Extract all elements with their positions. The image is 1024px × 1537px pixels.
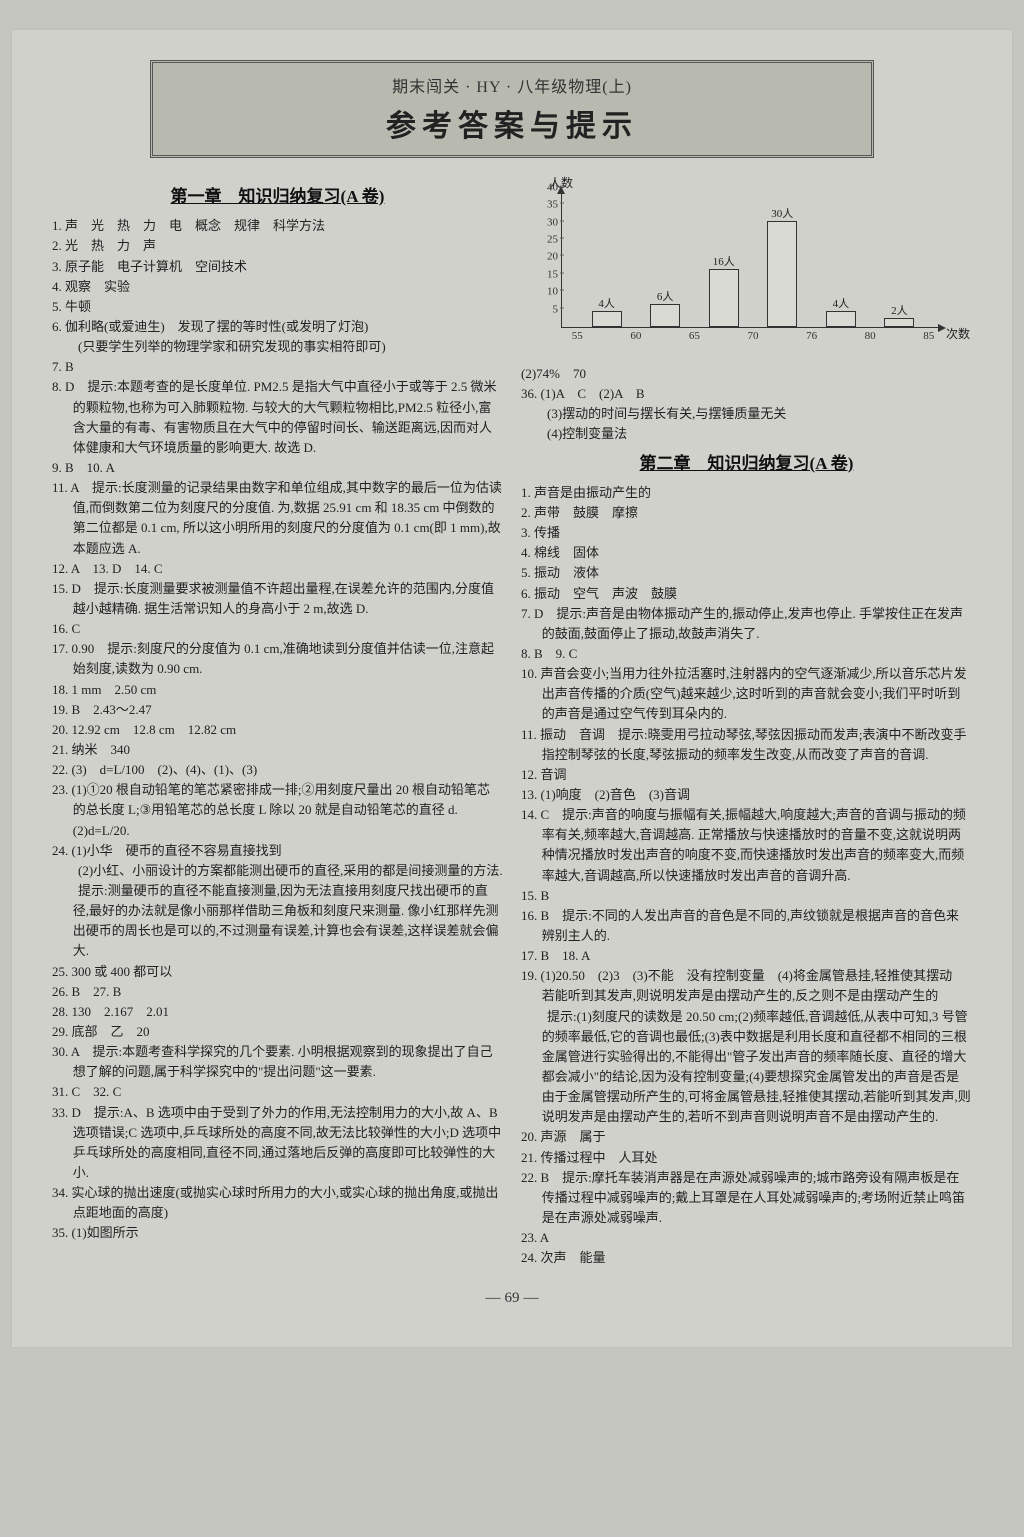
chart-bar-label: 6人	[657, 289, 674, 306]
chart-xtick: 76	[797, 328, 827, 345]
answer-item: 6. 伽利略(或爱迪生) 发现了摆的等时性(或发明了灯泡)	[52, 317, 503, 337]
answer-item: 28. 130 2.167 2.01	[52, 1002, 503, 1022]
answer-item: 17. B 18. A	[521, 946, 972, 966]
chart-xtick: 85	[914, 328, 944, 345]
left-column: 第一章 知识归纳复习(A 卷) 1. 声 光 热 力 电 概念 规律 科学方法 …	[52, 178, 503, 1268]
chart-xtick: 65	[679, 328, 709, 345]
answer-item: 21. 纳米 340	[52, 740, 503, 760]
chart-ytick: 30	[536, 214, 558, 231]
answer-item: 12. 音调	[521, 765, 972, 785]
answer-item: 15. B	[521, 886, 972, 906]
answer-item: 5. 振动 液体	[521, 563, 972, 583]
answer-item: 19. (1)20.50 (2)3 (3)不能 没有控制变量 (4)将金属管悬挂…	[521, 966, 972, 1006]
chart-bar-label: 30人	[771, 206, 793, 223]
answer-item: 16. B 提示:不同的人发出声音的音色是不同的,声纹锁就是根据声音的音色来辨别…	[521, 906, 972, 946]
answer-note: (4)控制变量法	[521, 424, 972, 444]
answer-item: 30. A 提示:本题考查科学探究的几个要素. 小明根据观察到的现象提出了自己想…	[52, 1042, 503, 1082]
answer-item: 22. B 提示:摩托车装消声器是在声源处减弱噪声的;城市路旁设有隔声板是在传播…	[521, 1168, 972, 1228]
chart-ytick: 25	[536, 232, 558, 249]
chapter1-title: 第一章 知识归纳复习(A 卷)	[52, 184, 503, 210]
chart-x-label: 次数	[946, 325, 970, 344]
answer-item: 6. 振动 空气 声波 鼓膜	[521, 584, 972, 604]
answer-item: 23. (1)①20 根自动铅笔的笔芯紧密排成一排;②用刻度尺量出 20 根自动…	[52, 780, 503, 840]
y-arrow-icon	[557, 186, 565, 194]
chart-bar: 4人	[592, 311, 622, 327]
answer-item: 3. 传播	[521, 523, 972, 543]
chart-ytick: 10	[536, 284, 558, 301]
header-subtitle: 期末闯关 · HY · 八年级物理(上)	[153, 73, 871, 97]
answer-item: 20. 12.92 cm 12.8 cm 12.82 cm	[52, 720, 503, 740]
chart-bar-label: 4人	[598, 296, 615, 313]
chart-ytick: 40	[536, 179, 558, 196]
answer-item: 7. B	[52, 357, 503, 377]
chapter2-title: 第二章 知识归纳复习(A 卷)	[521, 451, 972, 477]
answer-item: 35. (1)如图所示	[52, 1223, 503, 1243]
answer-item: 34. 实心球的抛出速度(或抛实心球时所用力的大小,或实心球的抛出角度,或抛出点…	[52, 1183, 503, 1223]
answer-item: 36. (1)A C (2)A B	[521, 384, 972, 404]
bar-chart: 人数 次数 510152025303540556065707680854人6人1…	[521, 178, 972, 358]
answer-item: 11. A 提示:长度测量的记录结果由数字和单位组成,其中数字的最后一位为估读值…	[52, 478, 503, 559]
answer-item: 21. 传播过程中 人耳处	[521, 1148, 972, 1168]
answer-item: 3. 原子能 电子计算机 空间技术	[52, 257, 503, 277]
answer-item: 20. 声源 属于	[521, 1127, 972, 1147]
chart-bar: 30人	[767, 221, 797, 327]
chart-bar: 4人	[826, 311, 856, 327]
answer-note: 提示:(1)刻度尺的读数是 20.50 cm;(2)频率越低,音调越低,从表中可…	[521, 1007, 972, 1128]
answer-item: 4. 棉线 固体	[521, 543, 972, 563]
answer-item: 33. D 提示:A、B 选项中由于受到了外力的作用,无法控制用力的大小,故 A…	[52, 1103, 503, 1184]
chart-ytick: 20	[536, 249, 558, 266]
chart-bar-label: 4人	[833, 296, 850, 313]
header-banner: 期末闯关 · HY · 八年级物理(上) 参考答案与提示	[150, 60, 874, 158]
answer-item: 16. C	[52, 619, 503, 639]
answer-item: 19. B 2.43～2.47	[52, 700, 503, 720]
answer-item: 15. D 提示:长度测量要求被测量值不许超出量程,在误差允许的范围内,分度值越…	[52, 579, 503, 619]
answer-item: 8. B 9. C	[521, 644, 972, 664]
answer-item: 1. 声音是由振动产生的	[521, 483, 972, 503]
answer-item: 24. (1)小华 硬币的直径不容易直接找到	[52, 841, 503, 861]
answer-item: (2)74% 70	[521, 364, 972, 384]
answer-item: 9. B 10. A	[52, 458, 503, 478]
answer-item: 4. 观察 实验	[52, 277, 503, 297]
page-number: 69	[52, 1290, 972, 1307]
answer-item: 8. D 提示:本题考查的是长度单位. PM2.5 是指大气中直径小于或等于 2…	[52, 377, 503, 458]
answer-item: 5. 牛顿	[52, 297, 503, 317]
answer-item: 10. 声音会变小;当用力往外拉活塞时,注射器内的空气逐渐减少,所以音乐芯片发出…	[521, 664, 972, 724]
answer-item: 2. 光 热 力 声	[52, 236, 503, 256]
answer-item: 13. (1)响度 (2)音色 (3)音调	[521, 785, 972, 805]
chart-ytick: 15	[536, 266, 558, 283]
answer-note: (只要学生列举的物理学家和研究发现的事实相符即可)	[52, 337, 503, 357]
answer-note: 提示:测量硬币的直径不能直接测量,因为无法直接用刻度尺找出硬币的直径,最好的办法…	[52, 881, 503, 962]
answer-note: (3)摆动的时间与摆长有关,与摆锤质量无关	[521, 404, 972, 424]
answer-item: 14. C 提示:声音的响度与振幅有关,振幅越大,响度越大;声音的音调与振动的频…	[521, 805, 972, 886]
chart-xtick: 70	[738, 328, 768, 345]
chart-bar: 2人	[884, 318, 914, 327]
chart-xtick: 60	[621, 328, 651, 345]
answer-item: 22. (3) d=L/100 (2)、(4)、(1)、(3)	[52, 760, 503, 780]
answer-item: 31. C 32. C	[52, 1082, 503, 1102]
chart-xtick: 80	[855, 328, 885, 345]
chart-bar: 6人	[650, 304, 680, 327]
chart-bar-label: 16人	[713, 254, 735, 271]
answer-item: 7. D 提示:声音是由物体振动产生的,振动停止,发声也停止. 手掌按住正在发声…	[521, 604, 972, 644]
chart-ytick: 35	[536, 197, 558, 214]
answer-item: 18. 1 mm 2.50 cm	[52, 680, 503, 700]
right-column: 人数 次数 510152025303540556065707680854人6人1…	[521, 178, 972, 1268]
answer-note: (2)小红、小丽设计的方案都能测出硬币的直径,采用的都是间接测量的方法.	[52, 861, 503, 881]
chart-axes: 510152025303540556065707680854人6人16人30人4…	[561, 188, 944, 328]
chart-bar: 16人	[709, 269, 739, 327]
answer-item: 23. A	[521, 1228, 972, 1248]
answer-item: 17. 0.90 提示:刻度尺的分度值为 0.1 cm,准确地读到分度值并估读一…	[52, 639, 503, 679]
chart-ytick: 5	[536, 301, 558, 318]
answer-item: 2. 声带 鼓膜 摩擦	[521, 503, 972, 523]
header-title: 参考答案与提示	[153, 101, 871, 145]
answer-item: 12. A 13. D 14. C	[52, 559, 503, 579]
chart-xtick: 55	[562, 328, 592, 345]
answer-item: 24. 次声 能量	[521, 1248, 972, 1268]
answer-item: 11. 振动 音调 提示:晓雯用弓拉动琴弦,琴弦因振动而发声;表演中不断改变手指…	[521, 725, 972, 765]
answer-item: 26. B 27. B	[52, 982, 503, 1002]
chart-bar-label: 2人	[891, 303, 908, 320]
answer-item: 25. 300 或 400 都可以	[52, 962, 503, 982]
answer-item: 1. 声 光 热 力 电 概念 规律 科学方法	[52, 216, 503, 236]
answer-item: 29. 底部 乙 20	[52, 1022, 503, 1042]
